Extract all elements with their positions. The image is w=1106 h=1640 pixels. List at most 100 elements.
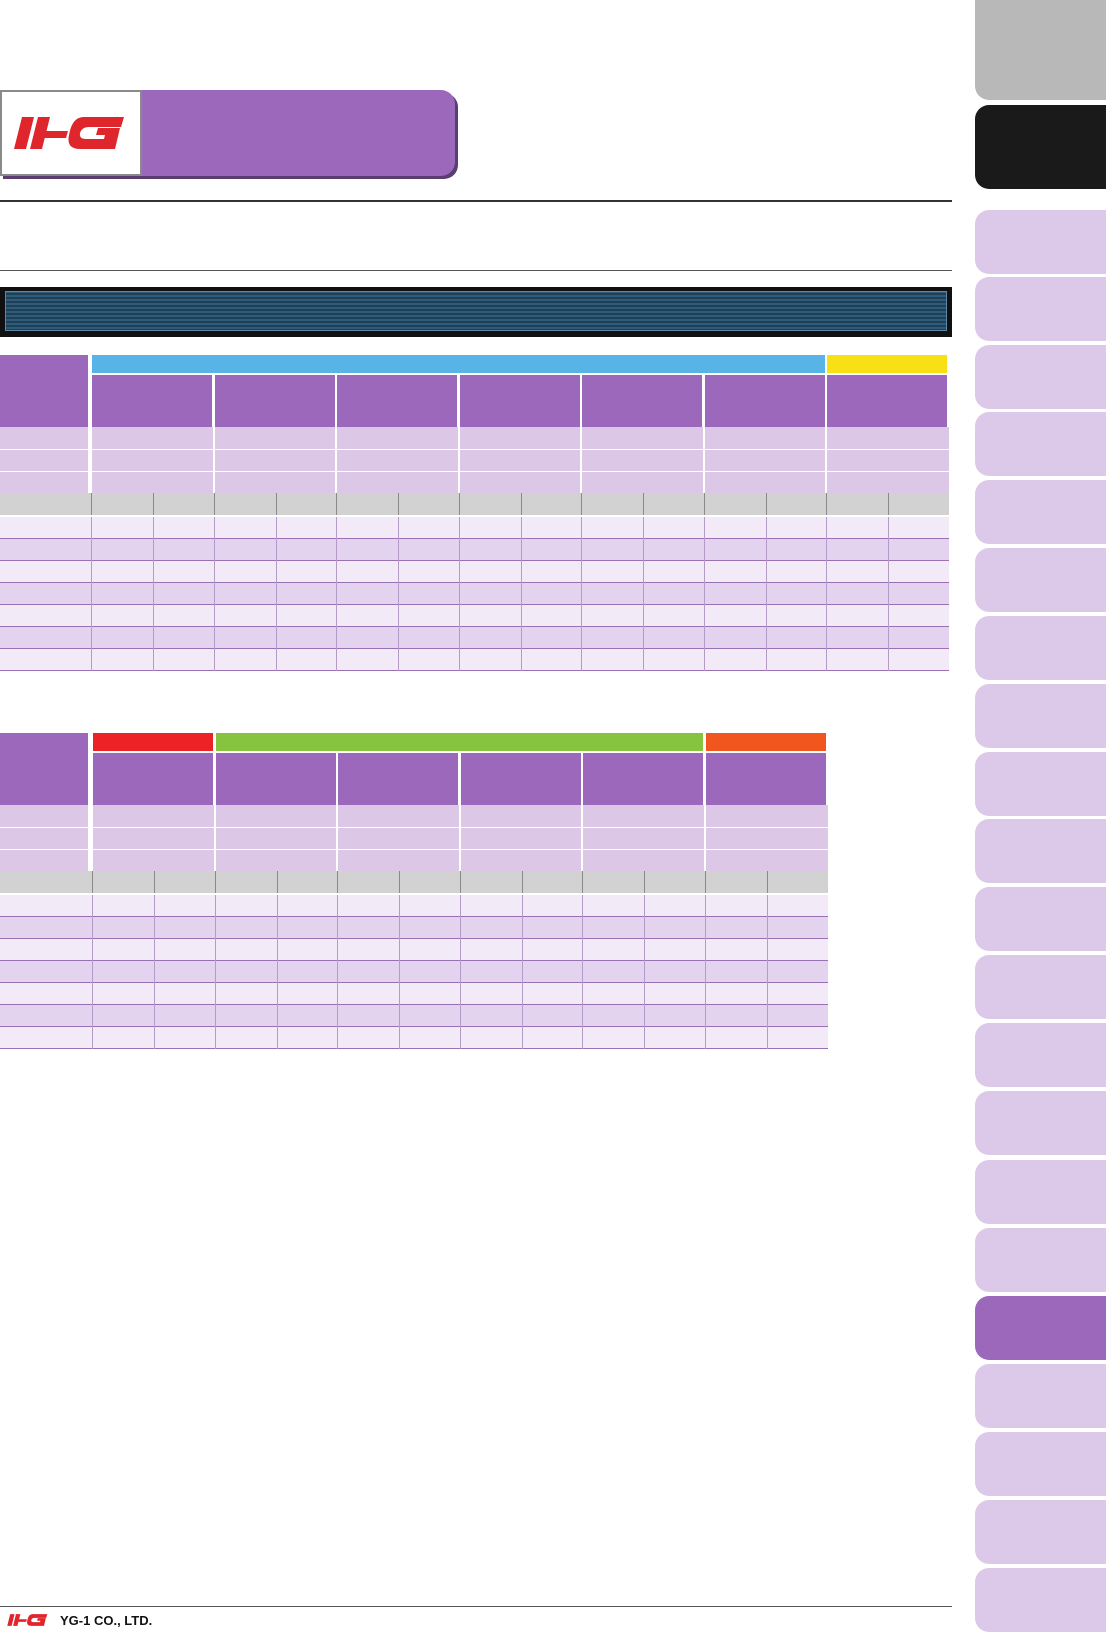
table-row [0,583,950,605]
row-header-block [0,355,88,427]
side-tab [975,752,1106,816]
side-tab [975,1091,1106,1155]
footer-company: YG-1 CO., LTD. [60,1612,153,1628]
table-row [0,961,828,983]
table-row [0,983,828,1005]
side-tab [975,210,1106,274]
table-row [0,917,828,939]
subheader-divider [459,871,461,893]
parameter-row-divider [0,471,950,472]
column-divider [521,895,523,1049]
side-tab [975,887,1106,951]
column-divider [459,895,461,1049]
material-column-head [705,753,826,805]
subheader-divider [336,493,337,515]
column-divider [153,517,155,671]
column-divider [644,895,646,1049]
parameter-col-divider [825,427,827,493]
subheader-divider [521,871,523,893]
parameter-row-divider [0,849,828,850]
material-group-bar [215,733,704,751]
subheader-divider [581,493,582,515]
table-row [0,895,828,917]
subheader-rule [0,270,952,271]
subheader-divider [213,493,215,515]
column-divider [888,517,890,671]
material-column-head [215,753,336,805]
subheader-divider [703,493,705,515]
subheader-divider [704,871,706,893]
section-title-bar [0,287,952,337]
material-group-bar [705,733,826,751]
parameter-rows [92,427,950,493]
side-tab [975,1500,1106,1564]
subheader-divider [582,871,583,893]
row-header-light [0,427,88,493]
material-column-head [582,375,703,427]
column-divider [704,895,706,1049]
material-group-bar [827,355,948,373]
table-row [0,561,950,583]
parameter-row-divider [0,449,950,450]
brand-logo [0,90,142,176]
column-divider [398,517,400,671]
side-tab [975,548,1106,612]
column-divider [154,895,156,1049]
column-divider [275,517,277,671]
column-divider [399,895,401,1049]
column-divider [520,517,522,671]
subheader-divider [275,493,277,515]
yg-logo-icon [14,117,124,149]
table-row [0,539,950,561]
column-divider [458,517,460,671]
material-column-head [704,375,825,427]
subheader-divider [458,493,460,515]
material-column-head [583,753,704,805]
column-divider [276,895,278,1049]
subheader-divider [766,871,768,893]
side-tab [975,819,1106,883]
table-row [0,649,950,671]
material-column-head [92,375,213,427]
side-tab [975,1364,1106,1428]
parameter-col-divider [702,427,705,493]
column-divider [826,517,827,671]
subheader-divider [520,493,522,515]
yg-logo-small-icon [7,1614,48,1626]
column-divider [765,517,767,671]
column-divider [337,895,338,1049]
column-divider [581,517,582,671]
subheader-row [0,871,828,893]
subheader-divider [643,493,645,515]
column-divider [703,517,705,671]
subheader-divider [399,871,401,893]
table-row [0,939,828,961]
subheader-divider [92,871,93,893]
material-column-head [93,753,214,805]
column-divider [91,517,92,671]
subheader-divider [276,871,278,893]
subheader-divider [337,871,338,893]
side-tab [975,1568,1106,1632]
subheader-divider [826,493,827,515]
material-column-head [338,753,459,805]
table-row [0,1005,828,1027]
subheader-divider [888,493,890,515]
side-tab [975,480,1106,544]
subheader-row [0,493,950,515]
subheader-divider [154,871,156,893]
parameter-col-divider [213,805,216,871]
side-tab [975,1228,1106,1292]
column-divider [92,895,93,1049]
side-tab [975,1296,1106,1360]
parameter-row-divider [0,827,828,828]
table-row [0,605,950,627]
parameter-col-divider [703,805,706,871]
subheader-divider [214,871,216,893]
material-column-head [214,375,335,427]
side-tab [975,277,1106,341]
material-column-head [337,375,458,427]
parameter-col-divider [336,805,338,871]
table-row [0,1027,828,1049]
side-tab [975,412,1106,476]
